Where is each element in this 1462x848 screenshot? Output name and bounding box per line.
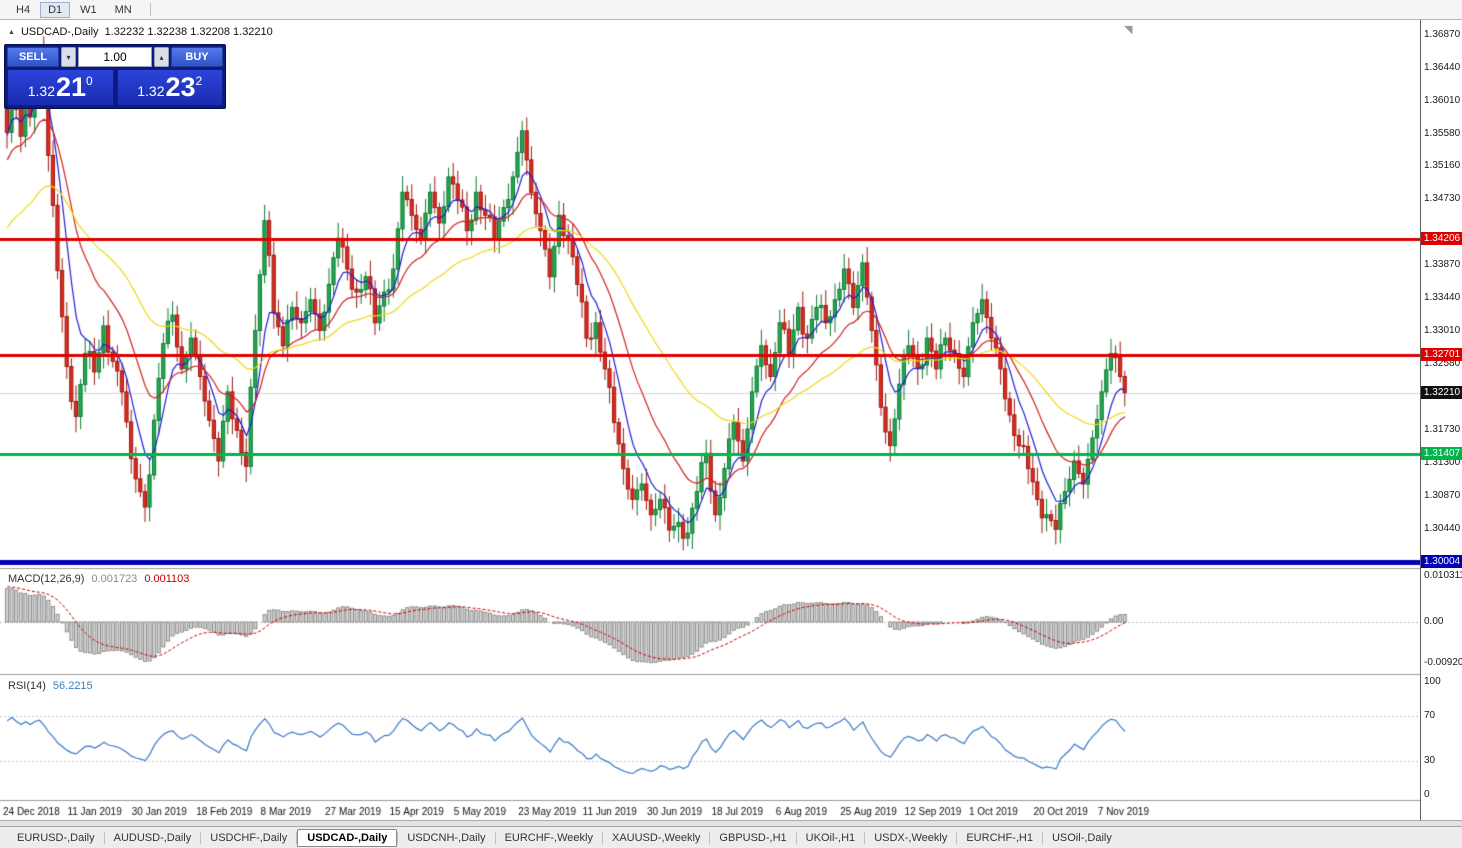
rsi-axis-label: 0 <box>1424 789 1430 800</box>
sell-price-major: 1.32 <box>27 83 55 99</box>
timeframe-h4-button[interactable]: H4 <box>16 3 31 16</box>
chart-tabs-bar: EURUSD-,Daily AUDUSD-,Daily USDCHF-,Daily U… <box>0 826 1462 848</box>
rsi-value: 56.2215 <box>52 680 93 692</box>
chart-window: ▲ USDCAD-,Daily 1.32232 1.32238 1.32208 … <box>0 20 1462 820</box>
price-axis-label: 1.33010 <box>1424 325 1461 337</box>
price-axis-label: 1.31300 <box>1424 456 1461 468</box>
volume-decrease-button[interactable]: ▾ <box>61 47 76 67</box>
tab-usdx-weekly[interactable]: USDX-,Weekly <box>874 831 948 844</box>
rsi-axis-label: 100 <box>1424 676 1441 687</box>
price-tag: 1.30004 <box>1421 555 1462 568</box>
tab-separator <box>200 831 202 844</box>
toolbar-separator <box>149 3 151 16</box>
symbol-arrow-icon: ▲ <box>8 28 15 36</box>
timeframe-toolbar: H4 D1 W1 MN <box>0 0 1462 20</box>
tab-usdcad-daily[interactable]: USDCAD-,Daily <box>297 828 398 847</box>
price-axis[interactable]: 1.36870 1.36440 1.36010 1.35580 1.35160 1.347… <box>1420 20 1462 820</box>
price-axis-label: 1.30440 <box>1424 522 1461 534</box>
price-axis-label: 1.34730 <box>1424 193 1461 205</box>
timeframe-w1-button[interactable]: W1 <box>80 3 97 16</box>
price-axis-label: 1.35580 <box>1424 127 1461 139</box>
macd-signal-value: 0.001103 <box>144 573 190 585</box>
buy-price-point: 2 <box>195 74 203 88</box>
chart-ohlc-header: ▲ USDCAD-,Daily 1.32232 1.32238 1.32208 … <box>8 26 273 38</box>
tab-separator <box>601 831 603 844</box>
price-axis-label: 1.36440 <box>1424 61 1461 73</box>
one-click-trading-panel: SELL ▾ ▴ BUY 1.32210 1.32232 <box>4 44 226 109</box>
tab-usdcnh-daily[interactable]: USDCNH-,Daily <box>407 831 486 844</box>
tab-xauusd-weekly[interactable]: XAUUSD-,Weekly <box>611 831 701 844</box>
buy-price-pips: 23 <box>165 72 196 102</box>
tab-gbpusd-h1[interactable]: GBPUSD-,H1 <box>719 831 787 844</box>
volume-increase-button[interactable]: ▴ <box>154 47 169 67</box>
macd-pane-header: MACD(12,26,9) 0.001723 0.001103 <box>8 573 189 585</box>
price-axis-label: 1.36870 <box>1424 28 1461 40</box>
timeframe-mn-button[interactable]: MN <box>114 3 132 16</box>
sell-price-point: 0 <box>86 74 93 88</box>
tab-audusd-daily[interactable]: AUDUSD-,Daily <box>113 831 192 844</box>
buy-button[interactable]: BUY <box>171 47 223 67</box>
macd-axis-label: 0.00 <box>1424 616 1444 627</box>
tab-separator <box>494 831 496 844</box>
status-strip <box>0 820 1462 826</box>
tab-eurchf-weekly[interactable]: EURCHF-,Weekly <box>504 831 593 844</box>
rsi-label: RSI(14) <box>8 680 46 692</box>
timeframe-d1-button[interactable]: D1 <box>40 1 71 18</box>
tab-separator <box>956 831 958 844</box>
macd-axis-label: -0.009203 <box>1424 657 1462 669</box>
price-axis-label: 1.36010 <box>1424 94 1461 106</box>
tab-usdchf-daily[interactable]: USDCHF-,Daily <box>210 831 288 844</box>
tab-separator <box>795 831 797 844</box>
price-axis-label: 1.30870 <box>1424 489 1461 501</box>
tab-separator <box>709 831 711 844</box>
sell-price-pips: 21 <box>56 72 87 102</box>
price-axis-label: 1.33440 <box>1424 292 1461 304</box>
price-axis-label: 1.35160 <box>1424 160 1461 172</box>
price-tag: 1.32210 <box>1421 385 1462 399</box>
tab-separator <box>397 831 399 844</box>
price-tag: 1.32701 <box>1421 347 1462 361</box>
chart-ohlc-values: 1.32232 1.32238 1.32208 1.32210 <box>104 26 273 38</box>
price-tag: 1.31407 <box>1421 447 1462 461</box>
rsi-axis-label: 30 <box>1424 755 1436 767</box>
buy-price-display[interactable]: 1.32 23 2 <box>116 69 223 106</box>
rsi-pane-header: RSI(14) 56.2215 <box>8 680 93 692</box>
sell-button[interactable]: SELL <box>7 47 59 67</box>
tab-separator <box>103 831 105 844</box>
tab-ukoil-h1[interactable]: UKOil-,H1 <box>805 831 856 844</box>
autoscroll-marker-icon[interactable]: ◥ <box>1124 24 1133 36</box>
tab-separator <box>296 831 298 844</box>
tab-separator <box>864 831 866 844</box>
tab-usoil-daily[interactable]: USOil-,Daily <box>1051 831 1112 844</box>
tab-eurchf-h1[interactable]: EURCHF-,H1 <box>966 831 1033 844</box>
tab-eurusd-daily[interactable]: EURUSD-,Daily <box>17 831 95 844</box>
rsi-axis-label: 70 <box>1424 709 1436 721</box>
price-chart-canvas[interactable] <box>0 22 1420 820</box>
chart-title: USDCAD-,Daily <box>20 26 99 38</box>
buy-price-major: 1.32 <box>137 83 165 99</box>
macd-label: MACD(12,26,9) <box>8 573 85 585</box>
price-axis-label: 1.32580 <box>1424 358 1461 370</box>
price-axis-label: 1.31730 <box>1424 423 1461 435</box>
price-axis-label: 1.33870 <box>1424 259 1461 271</box>
volume-input[interactable] <box>78 47 152 67</box>
macd-main-value: 0.001723 <box>91 573 138 585</box>
tab-separator <box>1041 831 1043 844</box>
macd-axis-label: 0.010311 <box>1424 569 1462 581</box>
sell-price-display[interactable]: 1.32 21 0 <box>7 69 114 106</box>
price-tag: 1.34206 <box>1421 232 1462 246</box>
